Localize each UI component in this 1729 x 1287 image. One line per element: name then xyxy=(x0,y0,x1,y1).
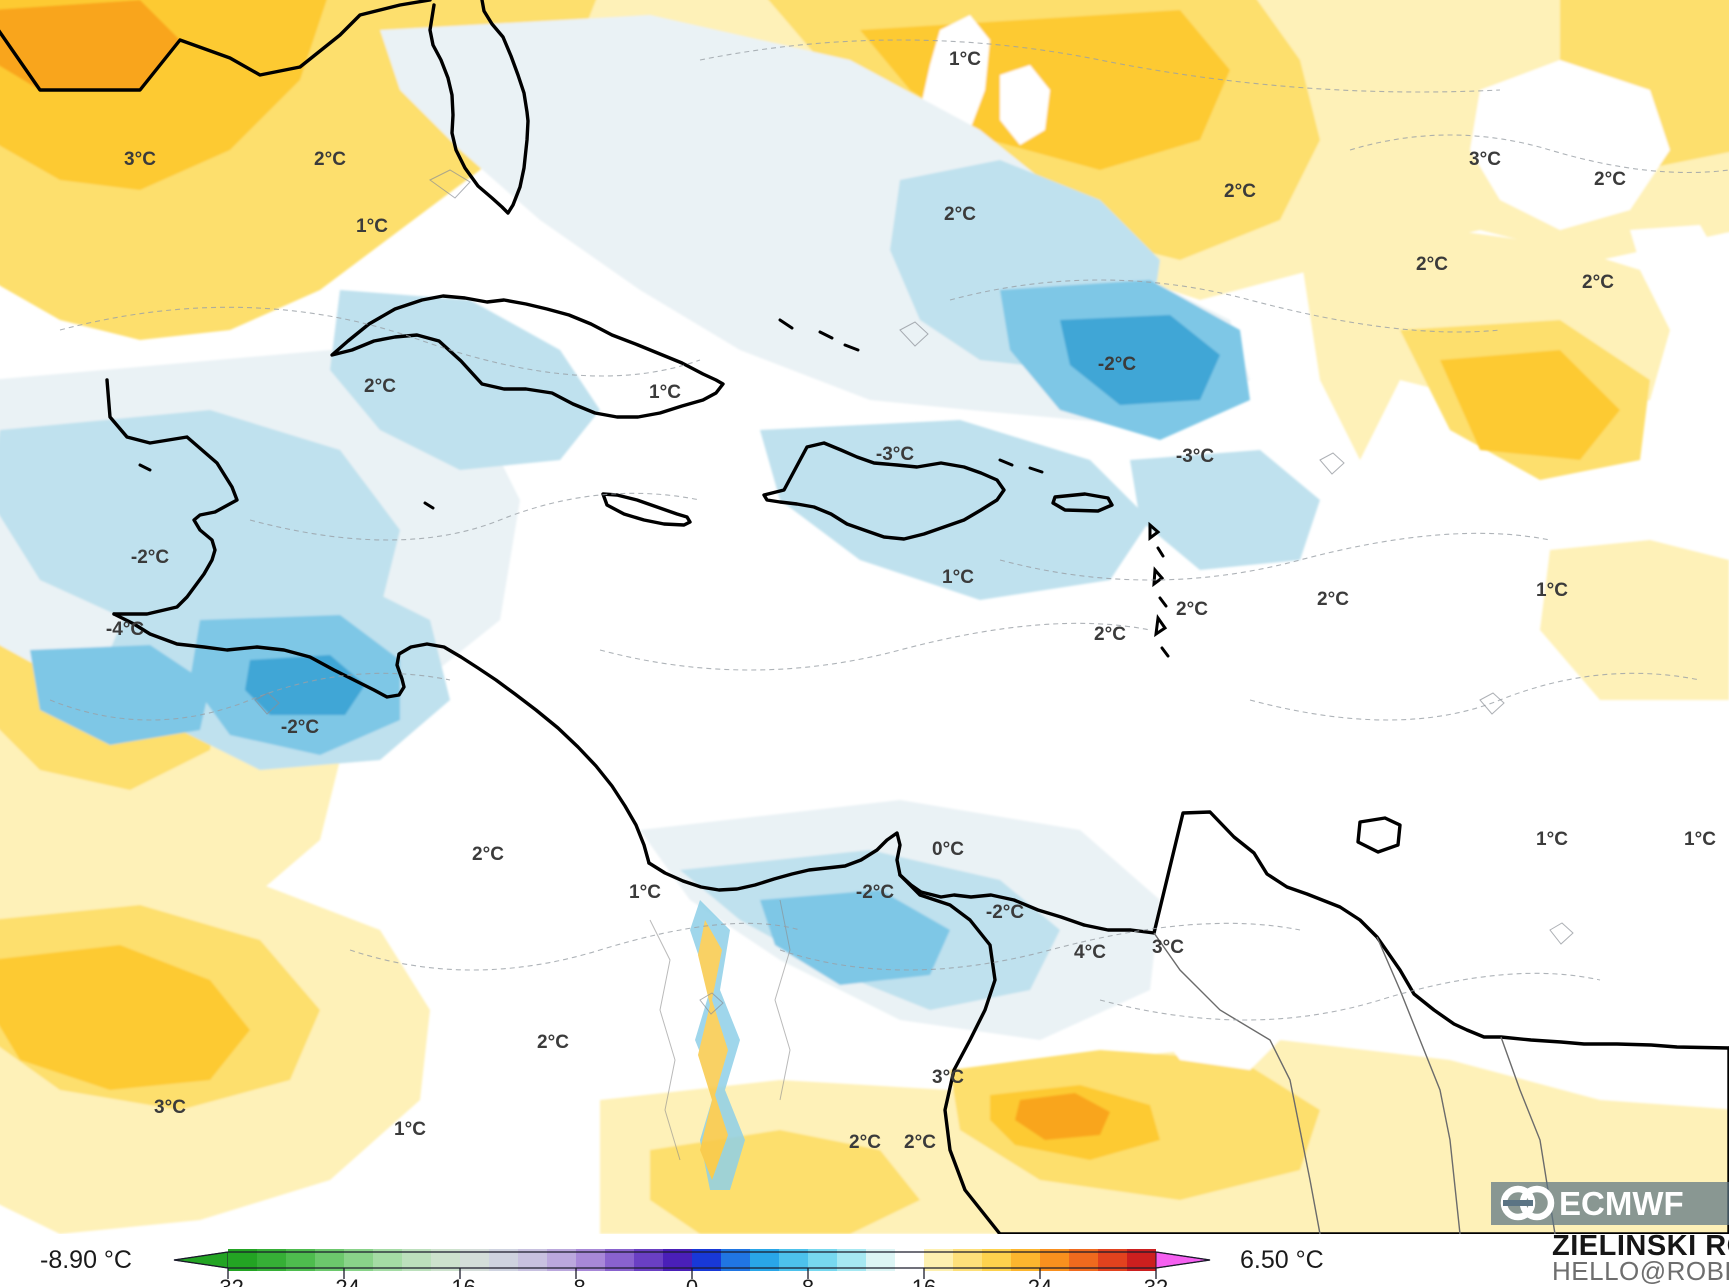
svg-text:1°C: 1°C xyxy=(649,382,681,403)
svg-text:-2°C: -2°C xyxy=(856,882,894,903)
svg-text:1°C: 1°C xyxy=(1684,829,1716,850)
svg-text:-2°C: -2°C xyxy=(131,547,169,568)
svg-text:3°C: 3°C xyxy=(154,1097,186,1118)
svg-text:2°C: 2°C xyxy=(944,204,976,225)
svg-text:1°C: 1°C xyxy=(949,49,981,70)
svg-text:-2°C: -2°C xyxy=(281,717,319,738)
svg-text:6.50 °C: 6.50 °C xyxy=(1240,1246,1324,1274)
svg-text:2°C: 2°C xyxy=(364,376,396,397)
svg-text:2°C: 2°C xyxy=(1582,272,1614,293)
svg-text:1°C: 1°C xyxy=(394,1119,426,1140)
svg-text:-4°C: -4°C xyxy=(106,619,144,640)
svg-text:24: 24 xyxy=(1028,1275,1052,1287)
svg-text:ECMWF: ECMWF xyxy=(1559,1185,1684,1222)
svg-text:32: 32 xyxy=(1144,1275,1168,1287)
svg-text:2°C: 2°C xyxy=(1176,599,1208,620)
svg-text:-8: -8 xyxy=(566,1275,586,1287)
svg-text:-3°C: -3°C xyxy=(1176,446,1214,467)
svg-text:2°C: 2°C xyxy=(849,1132,881,1153)
svg-text:3°C: 3°C xyxy=(1469,149,1501,170)
svg-text:0°C: 0°C xyxy=(932,839,964,860)
svg-text:8: 8 xyxy=(802,1275,814,1287)
svg-text:1°C: 1°C xyxy=(1536,580,1568,601)
svg-text:-8.90 °C: -8.90 °C xyxy=(40,1246,132,1274)
svg-text:2°C: 2°C xyxy=(1416,254,1448,275)
svg-text:3°C: 3°C xyxy=(124,149,156,170)
svg-text:-2°C: -2°C xyxy=(1098,354,1136,375)
svg-text:0: 0 xyxy=(686,1275,698,1287)
svg-text:2°C: 2°C xyxy=(1094,624,1126,645)
svg-text:2°C: 2°C xyxy=(314,149,346,170)
svg-text:2°C: 2°C xyxy=(904,1132,936,1153)
svg-text:HELLO@ROBERTZ.COM: HELLO@ROBERTZ.COM xyxy=(1552,1256,1729,1286)
svg-text:3°C: 3°C xyxy=(932,1067,964,1088)
svg-text:-24: -24 xyxy=(328,1275,360,1287)
svg-text:2°C: 2°C xyxy=(1594,169,1626,190)
svg-text:1°C: 1°C xyxy=(942,567,974,588)
svg-text:1°C: 1°C xyxy=(356,216,388,237)
svg-text:2°C: 2°C xyxy=(537,1032,569,1053)
svg-text:-2°C: -2°C xyxy=(986,902,1024,923)
svg-text:2°C: 2°C xyxy=(1224,181,1256,202)
svg-text:-16: -16 xyxy=(444,1275,476,1287)
svg-text:16: 16 xyxy=(912,1275,936,1287)
svg-text:-3°C: -3°C xyxy=(876,444,914,465)
svg-text:2°C: 2°C xyxy=(1317,589,1349,610)
svg-text:1°C: 1°C xyxy=(629,882,661,903)
svg-text:1°C: 1°C xyxy=(1536,829,1568,850)
svg-text:3°C: 3°C xyxy=(1152,937,1184,958)
svg-text:4°C: 4°C xyxy=(1074,942,1106,963)
svg-text:-32: -32 xyxy=(212,1275,244,1287)
svg-text:2°C: 2°C xyxy=(472,844,504,865)
